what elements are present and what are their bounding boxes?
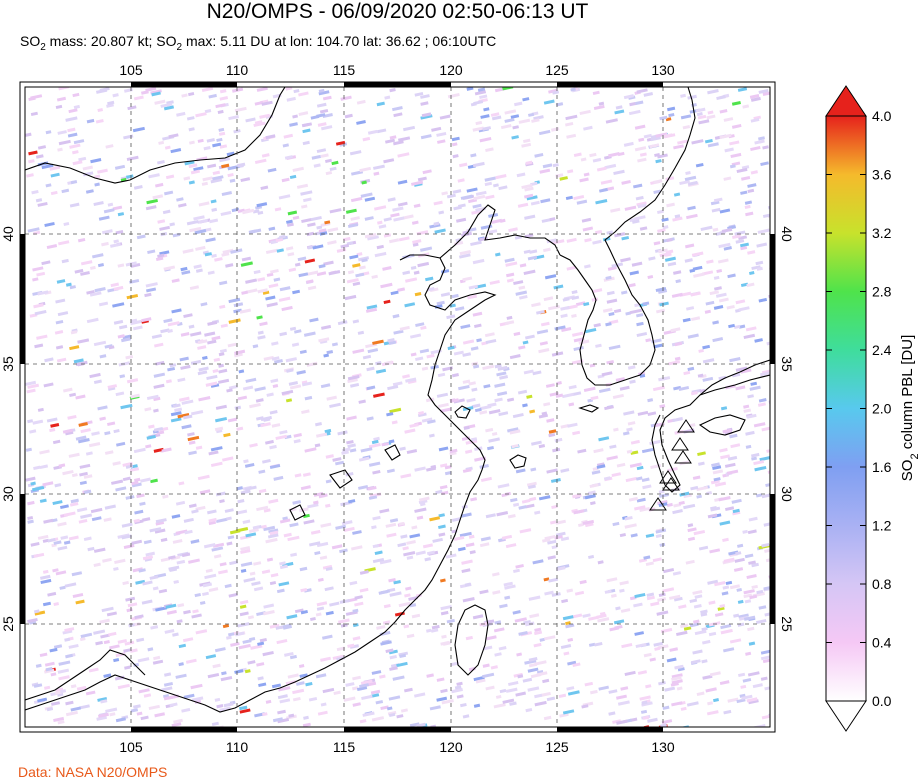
lat-tick: 40 [779, 226, 795, 242]
lon-tick: 115 [333, 62, 356, 78]
colorbar-tick-label: 0.8 [872, 576, 892, 592]
coastlines [25, 87, 770, 713]
lat-tick: 30 [779, 486, 795, 502]
map-frame [19, 81, 776, 733]
lake-outline [329, 469, 353, 489]
lon-tick: 130 [651, 739, 675, 755]
lat-tick: 30 [0, 486, 16, 502]
graticule [25, 87, 770, 727]
colorbar-max-arrow [825, 85, 867, 117]
border-line [25, 87, 286, 184]
so2-pixels [25, 87, 770, 727]
lon-tick: 120 [439, 739, 463, 755]
lat-tick: 40 [0, 226, 16, 242]
volcano-icon [662, 477, 680, 491]
lake-outline [509, 454, 527, 469]
colorbar-tick-label: 2.4 [872, 342, 892, 358]
map-title: N20/OMPS - 06/09/2020 02:50-06:13 UT [206, 0, 589, 23]
lon-tick: 110 [226, 739, 249, 755]
colorbar-tick-label: 1.2 [872, 518, 892, 534]
lon-tick: 105 [119, 739, 143, 755]
colorbar-tick-label: 0.0 [872, 693, 892, 709]
lon-tick: 130 [651, 62, 675, 78]
lon-tick: 125 [545, 739, 569, 755]
lon-tick: 105 [119, 62, 143, 78]
lat-tick: 35 [0, 356, 16, 372]
volcano-icon [677, 419, 695, 433]
colorbar-tick-label: 4.0 [872, 108, 892, 124]
colorbar-scale [825, 115, 867, 702]
volcano-icon [674, 450, 692, 464]
lat-ticks-right: 25 30 35 40 [779, 226, 795, 632]
colorbar-ticks: 0.0 0.4 0.8 1.2 1.6 2.0 2.4 2.8 3.2 3.6 4.0 [826, 108, 892, 709]
shikoku-coastline [698, 414, 746, 436]
lake-outline [289, 504, 306, 521]
lake-outline [454, 405, 471, 419]
colorbar-title: SO2 column PBL [DU] [899, 335, 921, 481]
lat-ticks-left: 25 30 35 40 [0, 226, 16, 632]
map-background [25, 87, 770, 727]
japan-coastline [651, 359, 770, 493]
colorbar-tick-label: 0.4 [872, 635, 892, 651]
volcano-icon [649, 497, 667, 511]
bohai-coast [439, 204, 561, 259]
volcano-markers [649, 419, 695, 511]
china-coastline [25, 254, 497, 713]
lat-tick: 25 [0, 616, 16, 632]
lon-ticks-top: 105 110 115 120 125 130 [119, 62, 675, 78]
lake-outline [384, 444, 401, 461]
data-credit: Data: NASA N20/OMPS [18, 764, 168, 780]
colorbar: 0.0 0.4 0.8 1.2 1.6 2.0 2.4 2.8 3.2 3.6 4.0 SO2 co… [825, 85, 921, 732]
colorbar-tick-label: 2.8 [872, 284, 892, 300]
honshu-coastline [699, 374, 770, 396]
lat-tick: 25 [779, 616, 795, 632]
colorbar-min-arrow [825, 700, 867, 732]
lon-tick: 110 [226, 62, 249, 78]
colorbar-tick-label: 3.6 [872, 167, 892, 183]
map-subtitle: SO2 mass: 20.807 kt; SO2 max: 5.11 DU at… [20, 33, 497, 53]
lon-ticks-bottom: 105 110 115 120 125 130 [119, 739, 675, 755]
lon-tick: 115 [333, 739, 356, 755]
jeju-coastline [578, 404, 600, 413]
lon-tick: 125 [545, 62, 569, 78]
vietnam-coastline [25, 649, 146, 701]
taiwan-coastline [454, 604, 489, 676]
lon-tick: 120 [439, 62, 463, 78]
volcano-icon [671, 437, 689, 451]
colorbar-tick-label: 2.0 [872, 401, 892, 417]
colorbar-tick-label: 3.2 [872, 225, 892, 241]
lat-tick: 35 [779, 356, 795, 372]
colorbar-tick-label: 1.6 [872, 459, 892, 475]
korea-coastline [559, 87, 696, 386]
